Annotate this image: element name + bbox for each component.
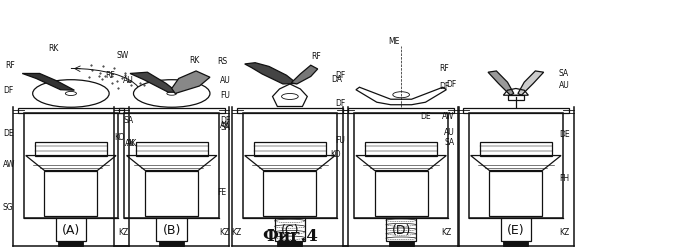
Text: RF: RF: [311, 52, 320, 61]
Text: (B): (B): [163, 223, 181, 236]
Text: RF: RF: [105, 71, 115, 80]
Bar: [277, 241, 302, 246]
Polygon shape: [488, 72, 514, 96]
Bar: [18, 109, 124, 114]
Text: FH: FH: [559, 173, 569, 182]
Text: ME: ME: [389, 37, 400, 46]
Text: (D): (D): [392, 223, 411, 236]
Text: DF: DF: [446, 80, 456, 89]
Text: SA: SA: [559, 69, 569, 77]
Bar: [365, 142, 437, 156]
Polygon shape: [22, 74, 75, 91]
Text: DE: DE: [421, 112, 431, 121]
Text: DE: DE: [3, 128, 13, 137]
Text: AU: AU: [123, 76, 134, 85]
Polygon shape: [172, 72, 210, 94]
Text: AK: AK: [126, 138, 137, 147]
Text: SA: SA: [123, 116, 133, 125]
Bar: [480, 142, 552, 156]
Text: KZ: KZ: [559, 227, 569, 236]
Polygon shape: [518, 72, 544, 96]
Text: AU: AU: [559, 81, 570, 90]
Text: DF: DF: [439, 82, 450, 91]
Bar: [389, 241, 414, 246]
Bar: [386, 218, 417, 241]
Bar: [243, 114, 337, 218]
Bar: [375, 171, 428, 216]
Bar: [489, 171, 542, 216]
Text: (E): (E): [507, 223, 525, 236]
Text: RF: RF: [439, 64, 449, 72]
Text: Фиг.4: Фиг.4: [262, 228, 318, 244]
Bar: [24, 114, 118, 218]
Text: DF: DF: [335, 98, 346, 107]
Text: DF: DF: [3, 86, 13, 95]
Text: AK: AK: [125, 138, 135, 147]
Polygon shape: [245, 64, 297, 85]
Text: RS: RS: [217, 57, 227, 66]
Text: AU: AU: [221, 76, 231, 85]
Bar: [59, 241, 84, 246]
Text: SA: SA: [444, 137, 454, 146]
Bar: [348, 109, 454, 114]
Text: KO: KO: [330, 149, 341, 159]
Text: SG: SG: [3, 202, 13, 211]
Text: FU: FU: [335, 136, 345, 145]
Text: DF: DF: [221, 116, 230, 125]
Text: FU: FU: [221, 91, 230, 100]
Text: FE: FE: [217, 187, 226, 196]
Bar: [468, 114, 563, 218]
Text: KO: KO: [114, 132, 124, 141]
Text: (C): (C): [281, 223, 299, 236]
Bar: [274, 218, 305, 241]
Bar: [503, 241, 528, 246]
Text: SA: SA: [221, 122, 230, 131]
Text: RK: RK: [48, 44, 59, 52]
Text: KZ: KZ: [118, 227, 128, 236]
Bar: [156, 218, 187, 241]
Text: KZ: KZ: [231, 227, 241, 236]
Bar: [35, 142, 107, 156]
Bar: [507, 96, 524, 100]
Bar: [354, 114, 448, 218]
Bar: [159, 241, 184, 246]
Bar: [135, 142, 208, 156]
Text: DF: DF: [335, 71, 346, 80]
Bar: [145, 171, 198, 216]
Polygon shape: [291, 66, 318, 85]
Text: AW: AW: [3, 160, 15, 168]
Bar: [237, 109, 343, 114]
Text: AK: AK: [221, 121, 230, 130]
Bar: [124, 114, 219, 218]
Bar: [45, 171, 97, 216]
Text: KZ: KZ: [219, 227, 229, 236]
Text: RF: RF: [5, 61, 15, 70]
Bar: [500, 218, 531, 241]
Polygon shape: [130, 73, 177, 93]
Bar: [254, 142, 326, 156]
Bar: [56, 218, 87, 241]
Text: DE: DE: [559, 130, 570, 138]
Text: KZ: KZ: [441, 227, 452, 236]
Text: RK: RK: [189, 56, 200, 65]
Text: AW: AW: [441, 112, 454, 121]
Bar: [263, 171, 316, 216]
Bar: [119, 109, 225, 114]
Text: AU: AU: [444, 127, 455, 136]
Bar: [463, 109, 569, 114]
Text: DA: DA: [332, 75, 343, 84]
Text: SW: SW: [116, 51, 128, 60]
Text: (A): (A): [62, 223, 80, 236]
